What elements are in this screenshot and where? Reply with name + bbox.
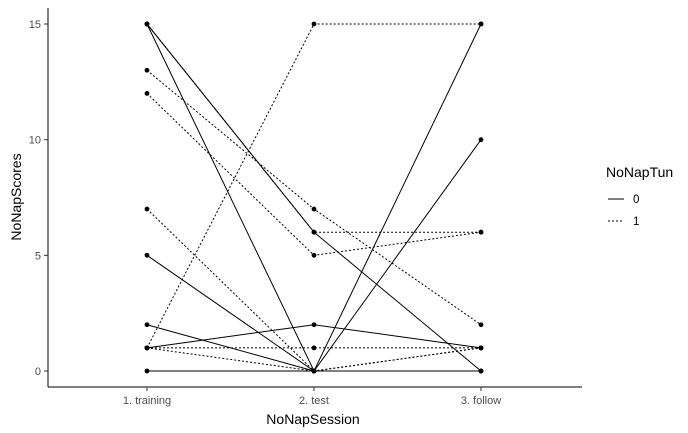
data-point [144,322,150,328]
legend: NoNapTun 01 [606,164,673,228]
x-axis-title: NoNapSession [266,411,359,427]
data-point [144,206,150,212]
y-axis-title: NoNapScores [8,153,24,240]
data-point [311,229,317,235]
data-point [478,137,484,143]
x-tick-label: 2. test [299,395,329,407]
data-point [478,345,484,351]
data-point [144,67,150,73]
legend-label-0: 0 [633,194,639,206]
data-point [144,21,150,27]
series-lines [146,23,482,373]
data-point [311,21,317,27]
data-points [144,21,484,374]
series-line-group-1 [146,23,481,349]
series-line-group-0 [146,23,482,373]
series-line-group-1 [146,69,482,326]
data-point [478,368,484,374]
y-tick-label: 10 [29,135,41,147]
data-point [478,21,484,27]
series-line-group-1 [146,23,481,233]
data-point [478,229,484,235]
data-point [144,252,150,258]
data-point [311,345,317,351]
series-line-group-0 [146,23,482,372]
x-tick-label: 1. training [123,395,171,407]
data-point [144,345,150,351]
x-tick-label: 3. follow [461,395,501,407]
data-point [311,206,317,212]
y-tick-label: 0 [35,366,41,378]
series-line-group-0 [146,324,482,349]
axes [44,8,582,391]
legend-entries: 01 [608,194,639,228]
data-point [144,91,150,96]
data-point [144,368,150,374]
y-tick-label: 5 [35,250,41,262]
data-point [311,368,317,374]
data-point [311,252,317,258]
legend-label-1: 1 [633,216,639,228]
data-point [311,322,317,328]
legend-title: NoNapTun [606,164,673,180]
data-point [478,322,484,328]
series-line-group-1 [146,347,482,372]
y-tick-label: 15 [29,19,41,31]
tick-labels: 0 5 10 15 1. training 2. test 3. follow [29,19,501,407]
